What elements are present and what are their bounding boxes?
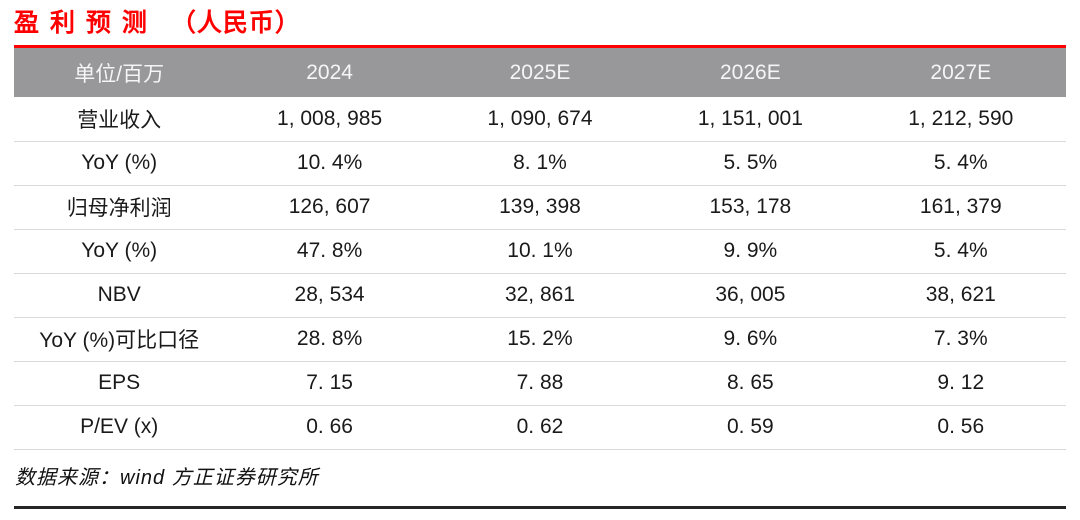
table-row-revenue: 营业收入 1, 008, 985 1, 090, 674 1, 151, 001… xyxy=(14,97,1066,141)
table-cell: 7. 3% xyxy=(933,327,988,350)
header-cell-2025e: 2025E xyxy=(509,60,571,84)
table-cell: 28, 534 xyxy=(294,283,365,306)
header-row: 单位/百万 2024 2025E 2026E 2027E xyxy=(14,48,1066,97)
table-cell: 8. 1% xyxy=(513,151,567,174)
title-text: 盈 利 预 测 xyxy=(14,9,149,37)
table-cell: 7. 88 xyxy=(516,371,564,394)
table-cell: 1, 151, 001 xyxy=(697,106,803,130)
table-cell: 139, 398 xyxy=(499,195,581,218)
table-cell: 1, 212, 590 xyxy=(908,106,1014,130)
table-row-net-profit: 归母净利润 126, 607 139, 398 153, 178 161, 37… xyxy=(14,185,1066,229)
table-cell: 0. 59 xyxy=(727,415,774,438)
row-label: NBV xyxy=(97,283,141,306)
table-cell: 153, 178 xyxy=(709,195,792,218)
table-cell: 47. 8% xyxy=(296,239,363,262)
table-cell: 5. 5% xyxy=(723,151,778,174)
table-row-eps: EPS 7. 15 7. 88 8. 65 9. 12 xyxy=(14,361,1066,405)
red-top-rule xyxy=(14,45,1066,48)
profit-forecast-table: 单位/百万 2024 2025E 2026E 2027E 营业收入 1, 008… xyxy=(14,48,1066,450)
table-cell: 1, 008, 985 xyxy=(277,106,383,130)
table-row-nbv-yoy-comparable: YoY (%)可比口径 28. 8% 15. 2% 9. 6% 7. 3% xyxy=(14,317,1066,361)
table-cell: 5. 4% xyxy=(933,151,988,174)
table-cell: 9. 9% xyxy=(723,239,778,262)
data-source-note: 数据来源：wind 方正证券研究所 xyxy=(15,467,319,489)
title-currency-note: （人民币） xyxy=(170,9,301,37)
row-label: YoY (%) xyxy=(81,239,158,262)
row-label: YoY (%)可比口径 xyxy=(39,329,200,352)
table-cell: 7. 15 xyxy=(306,371,353,394)
row-label: 营业收入 xyxy=(77,108,162,132)
table-header: 单位/百万 2024 2025E 2026E 2027E xyxy=(14,48,1066,97)
table-cell: 9. 6% xyxy=(723,327,778,350)
table-cell: 32, 861 xyxy=(504,283,576,306)
table-cell: 10. 1% xyxy=(507,239,573,262)
header-cell-2024: 2024 xyxy=(306,60,353,84)
header-cell-2026e: 2026E xyxy=(720,60,781,84)
row-label: YoY (%) xyxy=(81,151,158,174)
table-cell: 0. 56 xyxy=(937,415,985,438)
header-cell-unit: 单位/百万 xyxy=(74,62,165,86)
row-label: EPS xyxy=(98,371,141,394)
table-cell: 1, 090, 674 xyxy=(487,106,593,130)
row-label: 归母净利润 xyxy=(66,197,172,220)
table-cell: 0. 66 xyxy=(306,415,353,438)
table-row-nbv: NBV 28, 534 32, 861 36, 005 38, 621 xyxy=(14,273,1066,317)
table-cell: 161, 379 xyxy=(919,195,1002,218)
table-cell: 10. 4% xyxy=(296,151,363,174)
table-cell: 15. 2% xyxy=(507,327,573,350)
row-label: P/EV (x) xyxy=(80,415,159,438)
table-cell: 8. 65 xyxy=(727,371,774,394)
table-cell: 9. 12 xyxy=(937,371,985,394)
table-cell: 38, 621 xyxy=(925,283,996,306)
table-cell: 28. 8% xyxy=(296,327,363,350)
page-title: 盈 利 预 测 （人民币） xyxy=(14,7,301,39)
table-row-pev: P/EV (x) 0. 66 0. 62 0. 59 0. 56 xyxy=(14,405,1066,449)
header-cell-2027e: 2027E xyxy=(930,60,992,84)
table-cell: 126, 607 xyxy=(288,195,371,218)
table-row-revenue-yoy: YoY (%) 10. 4% 8. 1% 5. 5% 5. 4% xyxy=(14,141,1066,185)
table-body: 营业收入 1, 008, 985 1, 090, 674 1, 151, 001… xyxy=(14,97,1066,449)
table-cell: 5. 4% xyxy=(933,239,988,262)
table-row-net-profit-yoy: YoY (%) 47. 8% 10. 1% 9. 9% 5. 4% xyxy=(14,229,1066,273)
table-cell: 0. 62 xyxy=(516,415,564,438)
bottom-rule xyxy=(14,506,1066,509)
table-cell: 36, 005 xyxy=(715,283,786,306)
